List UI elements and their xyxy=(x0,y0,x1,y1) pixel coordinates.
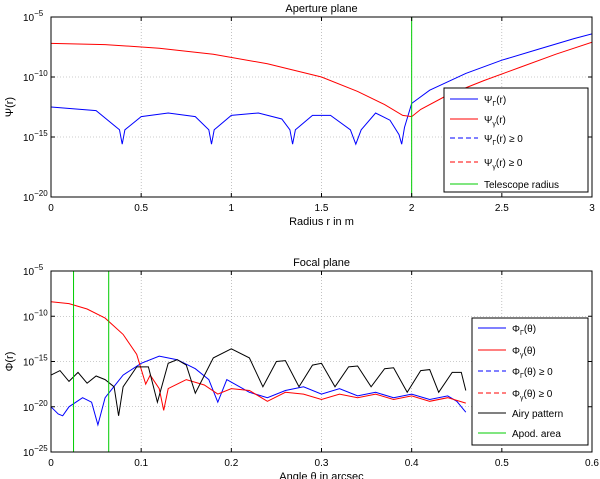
x-tick-label: 0.5 xyxy=(134,203,148,214)
legend-item: Φγ(θ) ≥ 0 xyxy=(478,389,553,402)
series-line-0 xyxy=(51,355,467,427)
chart-title: Aperture plane xyxy=(285,3,357,15)
x-tick-label: 0 xyxy=(48,458,54,469)
x-tick-label: 0.2 xyxy=(224,458,238,469)
legend-label: ΦΓ(θ) ≥ 0 xyxy=(512,367,553,380)
y-axis: 10−25 10−20 10−15 10−10 10−5 xyxy=(23,263,592,459)
x-tick-label: 0.1 xyxy=(134,458,148,469)
plot-area xyxy=(51,271,467,452)
legend: ΨΓ(r) Ψγ(r) ΨΓ(r) ≥ 0 Ψγ(r) ≥ 0 Telescope ra… xyxy=(443,87,589,193)
legend-label: Telescope radius xyxy=(484,180,559,191)
x-tick-label: 2 xyxy=(409,203,415,214)
legend-item: ΨΓ(r) ≥ 0 xyxy=(450,134,523,147)
y-axis-label: Ψ(r) xyxy=(4,97,16,117)
y-tick-label: 10−10 xyxy=(23,69,48,84)
y-axis: 10−20 10−15 10−10 10−5 xyxy=(23,9,592,204)
aperture-plane-panel: 0 0.5 1 1.5 2 2.5 3 10−20 10−15 10−10 10−5 Aperture… xyxy=(4,3,595,228)
series-line-0 xyxy=(51,33,592,146)
focal-plane-panel: 0 0.1 0.2 0.3 0.4 0.5 0.610−2510−2010−1510−101… xyxy=(4,257,599,479)
legend-label: ΦΓ(θ) xyxy=(512,324,536,337)
x-tick-label: 0.5 xyxy=(495,458,509,469)
x-tick-label: 0.3 xyxy=(315,458,329,469)
legend-item: Ψγ(r) ≥ 0 xyxy=(450,158,523,171)
x-axis: 0 0.1 0.2 0.3 0.4 0.5 0.6 xyxy=(48,271,599,469)
x-axis: 0 0.5 1 1.5 2 2.5 3 xyxy=(48,17,595,214)
legend: ΦΓ(θ) Φγ(θ) ΦΓ(θ) ≥ 0 Φγ(θ) ≥ 0 Airy pattern… xyxy=(471,317,589,446)
x-tick-label: 2.5 xyxy=(495,203,509,214)
legend-label: Ψγ(r) xyxy=(484,115,506,128)
legend-label: Ψγ(r) ≥ 0 xyxy=(484,158,523,171)
x-tick-label: 1.5 xyxy=(315,203,329,214)
series-line-1 xyxy=(51,41,592,118)
series-line-4 xyxy=(51,348,467,416)
legend-item: ΦΓ(θ) ≥ 0 xyxy=(478,367,553,380)
legend-label: ΨΓ(r) ≥ 0 xyxy=(484,134,523,147)
x-tick-label: 3 xyxy=(589,203,595,214)
x-tick-label: 1 xyxy=(229,203,235,214)
x-tick-label: 0 xyxy=(48,203,54,214)
legend-box xyxy=(471,317,589,446)
legend-label: Apod. area xyxy=(512,429,561,440)
series-line-1 xyxy=(51,301,466,411)
legend-label: ΨΓ(r) xyxy=(484,95,506,108)
legend-item: ΦΓ(θ) xyxy=(478,324,536,337)
chart-title: Focal plane xyxy=(293,257,350,269)
legend-box xyxy=(443,87,589,193)
plot-area xyxy=(51,17,592,197)
y-tick-label: 10−15 xyxy=(23,354,48,369)
y-axis-label: Φ(r) xyxy=(4,352,16,372)
legend-item: Apod. area xyxy=(478,429,561,440)
legend-item: Telescope radius xyxy=(450,180,559,191)
y-tick-label: 10−20 xyxy=(23,189,48,204)
x-axis-label: Radius r in m xyxy=(289,216,354,228)
y-tick-label: 10−5 xyxy=(23,9,44,24)
legend-item: Airy pattern xyxy=(478,409,563,420)
y-tick-label: 10−20 xyxy=(23,399,48,414)
legend-item: Φγ(θ) xyxy=(478,346,536,359)
legend-item: ΨΓ(r) xyxy=(450,95,506,108)
legend-label: Φγ(θ) xyxy=(512,346,536,359)
x-axis-label: Angle θ in arcsec xyxy=(279,471,364,479)
legend-label: Airy pattern xyxy=(512,409,563,420)
y-tick-label: 10−25 xyxy=(23,444,48,459)
legend-item: Ψγ(r) xyxy=(450,115,506,128)
y-tick-label: 10−10 xyxy=(23,308,48,323)
x-tick-label: 0.4 xyxy=(405,458,419,469)
legend-label: Φγ(θ) ≥ 0 xyxy=(512,389,553,402)
y-tick-label: 10−15 xyxy=(23,129,48,144)
x-tick-label: 0.6 xyxy=(585,458,599,469)
y-tick-label: 10−5 xyxy=(23,263,44,278)
